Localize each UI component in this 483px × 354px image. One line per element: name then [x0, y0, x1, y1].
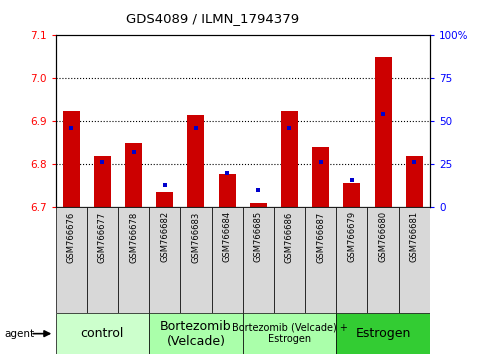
Bar: [212, 207, 243, 313]
Bar: [343, 183, 360, 207]
Bar: [149, 207, 180, 313]
Bar: [406, 156, 423, 207]
Bar: [274, 207, 305, 313]
Bar: [374, 57, 392, 207]
Text: agent: agent: [5, 329, 35, 339]
Bar: [305, 207, 336, 313]
Bar: [398, 207, 430, 313]
Text: Bortezomib (Velcade) +
Estrogen: Bortezomib (Velcade) + Estrogen: [231, 323, 347, 344]
Bar: [56, 207, 87, 313]
Bar: [118, 207, 149, 313]
Bar: [336, 207, 368, 313]
Text: GSM766676: GSM766676: [67, 211, 76, 263]
Bar: [312, 147, 329, 207]
Bar: [125, 143, 142, 207]
Text: GDS4089 / ILMN_1794379: GDS4089 / ILMN_1794379: [126, 12, 299, 25]
Text: GSM766682: GSM766682: [160, 211, 169, 262]
Text: GSM766678: GSM766678: [129, 211, 138, 263]
Text: GSM766687: GSM766687: [316, 211, 325, 263]
Text: control: control: [81, 327, 124, 340]
Bar: [56, 313, 149, 354]
Bar: [336, 313, 430, 354]
Text: Estrogen: Estrogen: [355, 327, 411, 340]
Text: GSM766684: GSM766684: [223, 211, 232, 262]
Bar: [281, 110, 298, 207]
Bar: [242, 207, 274, 313]
Text: GSM766686: GSM766686: [285, 211, 294, 263]
Bar: [250, 203, 267, 207]
Text: GSM766685: GSM766685: [254, 211, 263, 262]
Bar: [63, 110, 80, 207]
Bar: [156, 192, 173, 207]
Bar: [187, 115, 204, 207]
Bar: [180, 207, 212, 313]
Text: Bortezomib
(Velcade): Bortezomib (Velcade): [160, 320, 232, 348]
Bar: [242, 313, 336, 354]
Bar: [149, 313, 242, 354]
Bar: [368, 207, 398, 313]
Text: GSM766680: GSM766680: [379, 211, 387, 262]
Bar: [94, 156, 111, 207]
Bar: [218, 173, 236, 207]
Text: GSM766679: GSM766679: [347, 211, 356, 262]
Text: GSM766681: GSM766681: [410, 211, 419, 262]
Text: GSM766683: GSM766683: [191, 211, 200, 263]
Text: GSM766677: GSM766677: [98, 211, 107, 263]
Bar: [87, 207, 118, 313]
